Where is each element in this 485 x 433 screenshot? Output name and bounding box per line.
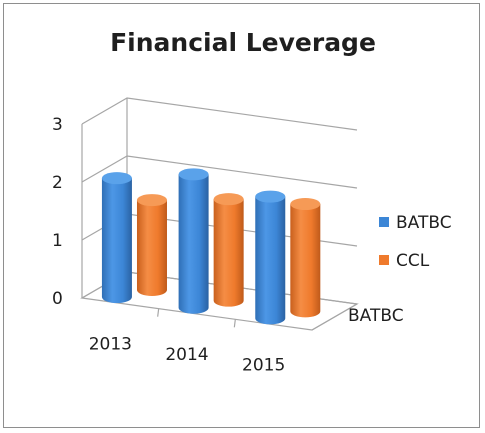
- x-tick-label: 2015: [242, 356, 285, 376]
- bar-batbc-2014-body: [178, 174, 209, 314]
- y-tick-label: 2: [52, 173, 63, 193]
- y-tick-label: 1: [52, 231, 63, 251]
- bar-batbc-2015-top: [255, 190, 286, 203]
- bar-batbc-2013-top: [101, 172, 132, 185]
- gridline: [81, 97, 358, 131]
- legend-swatch-ccl: [379, 255, 389, 265]
- depth-axis-label: BATBC: [348, 306, 404, 326]
- bar-ccl-2015-body: [290, 204, 321, 318]
- bar-ccl-2015: [290, 198, 321, 318]
- bar-ccl-2014-body: [213, 199, 244, 307]
- legend: BATBC CCL: [379, 213, 452, 271]
- x-tick-mark: [157, 308, 160, 317]
- bar-batbc-2015: [255, 190, 286, 325]
- bar-batbc-2015-body: [255, 196, 286, 325]
- legend-swatch-batbc: [379, 217, 389, 227]
- bar-ccl-2014-top: [213, 193, 244, 206]
- x-tick-label: 2013: [89, 334, 132, 354]
- bar-ccl-2013-body: [136, 200, 167, 296]
- x-axis-ticks: 2013 2014 2015: [89, 334, 286, 375]
- bar-ccl-2013-top: [136, 194, 167, 207]
- y-axis-ticks: 0 1 2 3: [52, 115, 63, 309]
- bar-ccl-2014: [213, 193, 244, 307]
- bars: [101, 168, 321, 325]
- x-tick-label: 2014: [165, 345, 208, 365]
- bar-batbc-2013: [101, 172, 132, 304]
- y-tick-label: 3: [52, 115, 63, 135]
- legend-label-ccl: CCL: [396, 251, 430, 271]
- bar-batbc-2014: [178, 168, 209, 314]
- x-tick-mark: [233, 319, 236, 328]
- bar-ccl-2013: [136, 194, 167, 296]
- bar-batbc-2014-top: [178, 168, 209, 181]
- depth-axis-line: [311, 303, 358, 331]
- y-tick-label: 0: [52, 289, 63, 309]
- bar-ccl-2015-top: [290, 198, 321, 211]
- legend-label-batbc: BATBC: [396, 213, 452, 233]
- chart-title: Financial Leverage: [110, 28, 376, 57]
- bar-batbc-2013-body: [101, 178, 132, 304]
